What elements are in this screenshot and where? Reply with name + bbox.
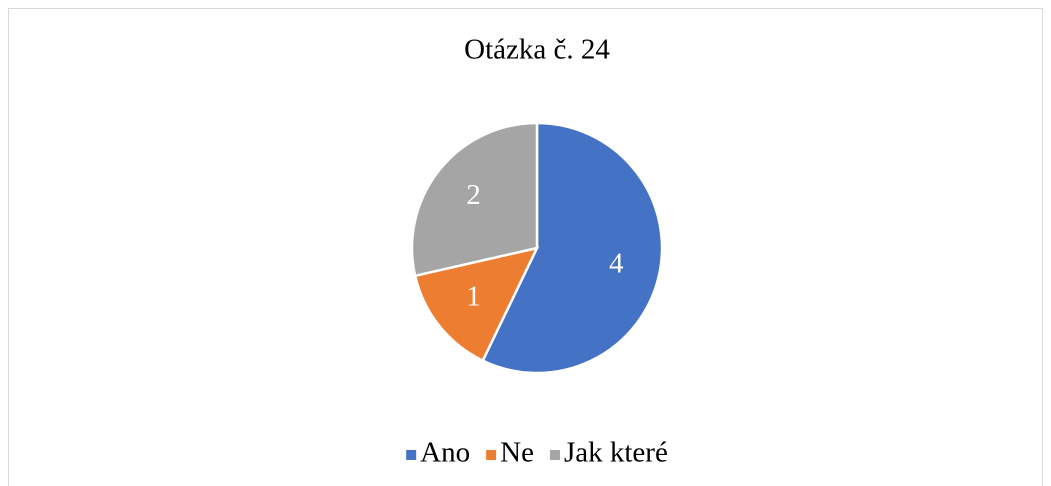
pie-slice <box>410 121 539 278</box>
legend-label: Jak které <box>564 437 668 469</box>
legend-label: Ne <box>500 437 534 469</box>
data-label: 1 <box>466 280 481 312</box>
pie-slice <box>413 246 540 363</box>
data-label: 4 <box>609 248 624 280</box>
legend-marker <box>549 450 560 460</box>
data-label: 2 <box>466 179 481 211</box>
legend-marker <box>486 450 497 460</box>
legend-label: Ano <box>420 437 470 469</box>
chart-title: Otázka č. 24 <box>464 34 610 66</box>
legend-marker <box>406 450 417 460</box>
pie-slice <box>481 121 664 375</box>
